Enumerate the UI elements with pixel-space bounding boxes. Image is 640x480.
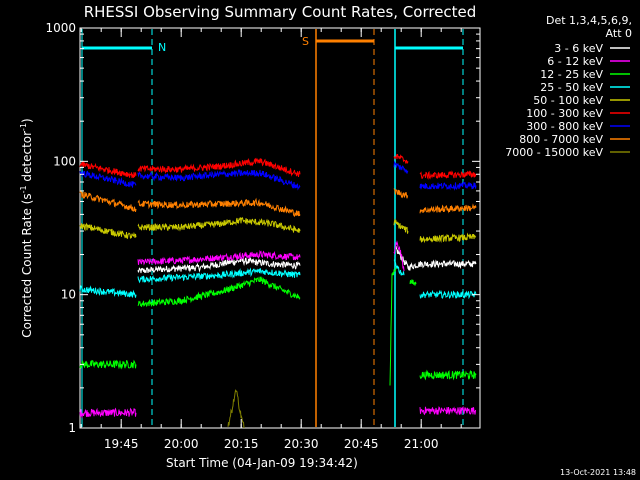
series-line-4-seg-0 (79, 222, 137, 240)
series-line-3-seg-3 (419, 289, 477, 300)
series-line-3-seg-1 (137, 267, 301, 284)
legend-label-6: 300 - 800 keV (526, 120, 603, 133)
chart-title: RHESSI Observing Summary Count Rates, Co… (84, 3, 477, 21)
series-line-2-seg-0 (79, 359, 137, 370)
x-tick-label-5: 21:00 (404, 437, 439, 451)
legend-label-1: 6 - 12 keV (547, 55, 603, 68)
x-tick-label-3: 20:30 (284, 437, 319, 451)
series-line-4-seg-2 (393, 218, 409, 234)
series-line-4-seg-1 (137, 216, 301, 233)
legend-label-0: 3 - 6 keV (554, 42, 603, 55)
legend-label-2: 12 - 25 keV (540, 68, 603, 81)
x-tick-label-2: 20:15 (224, 437, 259, 451)
series-line-1-seg-3 (419, 405, 477, 416)
series-line-2-seg-4 (419, 369, 477, 381)
series-line-6-seg-0 (79, 169, 137, 188)
series-line-7-seg-2 (393, 188, 409, 199)
y-tick-label-2: 10 (61, 288, 76, 302)
y-axis-title-main: Corrected Count Rate (s (20, 193, 34, 337)
series-line-3-seg-2 (393, 259, 405, 276)
series-line-2-seg-1 (137, 276, 301, 307)
y-axis-title-sup2: -1 (19, 123, 28, 131)
series-line-5-seg-1 (137, 157, 301, 177)
night-flag-label: N (158, 41, 166, 54)
legend-header-line2: Att 0 (606, 27, 632, 40)
legend-label-3: 25 - 50 keV (540, 81, 603, 94)
series-line-3-seg-0 (79, 285, 137, 298)
saa-flag-label: S (302, 35, 309, 48)
y-axis-title: Corrected Count Rate (s-1 detector-1) (19, 118, 34, 337)
series-line-6-seg-3 (419, 181, 477, 191)
legend-header-line1: Det 1,3,4,5,6,9, (546, 14, 632, 27)
series-line-5-seg-2 (393, 153, 409, 164)
footer-timestamp: 13-Oct-2021 13:48 (560, 468, 636, 477)
series-line-1-seg-1 (137, 249, 301, 266)
series-line-6-seg-1 (137, 168, 301, 191)
plot-frame (79, 27, 481, 429)
series-line-7-seg-1 (137, 197, 301, 218)
y-axis-title-mid: detector (20, 131, 34, 186)
x-axis: 19:45 20:00 20:15 20:30 20:45 21:00 (80, 28, 462, 451)
x-axis-title: Start Time (04-Jan-09 19:34:42) (166, 456, 358, 470)
series-line-2-seg-2 (389, 267, 397, 386)
series-line-1-seg-0 (79, 407, 137, 419)
x-tick-label-0: 19:45 (104, 437, 139, 451)
series-layer (79, 153, 477, 429)
legend-label-4: 50 - 100 keV (533, 94, 603, 107)
y-tick-label-0: 1000 (45, 21, 76, 35)
y-axis-title-end: ) (20, 118, 34, 123)
series-line-5-seg-3 (419, 170, 477, 180)
series-line-0-seg-1 (395, 245, 477, 271)
legend-label-7: 800 - 7000 keV (519, 133, 603, 146)
x-tick-label-4: 20:45 (344, 437, 379, 451)
series-line-4-seg-3 (419, 232, 477, 244)
series-line-6-seg-2 (393, 160, 409, 174)
series-line-0-seg-0 (137, 256, 301, 274)
series-line-5-seg-0 (79, 160, 137, 179)
series-line-8-seg-0 (227, 389, 245, 429)
series-line-7-seg-3 (419, 203, 477, 214)
legend-label-8: 7000 - 15000 keV (505, 146, 603, 159)
series-line-1-seg-2 (393, 240, 405, 272)
y-tick-label-1: 100 (53, 154, 76, 168)
x-tick-label-1: 20:00 (164, 437, 199, 451)
y-axis-title-sup1: -1 (19, 185, 28, 193)
y-tick-label-3: 1 (68, 421, 76, 435)
series-line-7-seg-0 (79, 189, 137, 212)
legend-label-5: 100 - 300 keV (526, 107, 603, 120)
y-axis: 1000 100 10 1 (45, 21, 480, 435)
series-line-2-seg-3 (409, 279, 417, 286)
